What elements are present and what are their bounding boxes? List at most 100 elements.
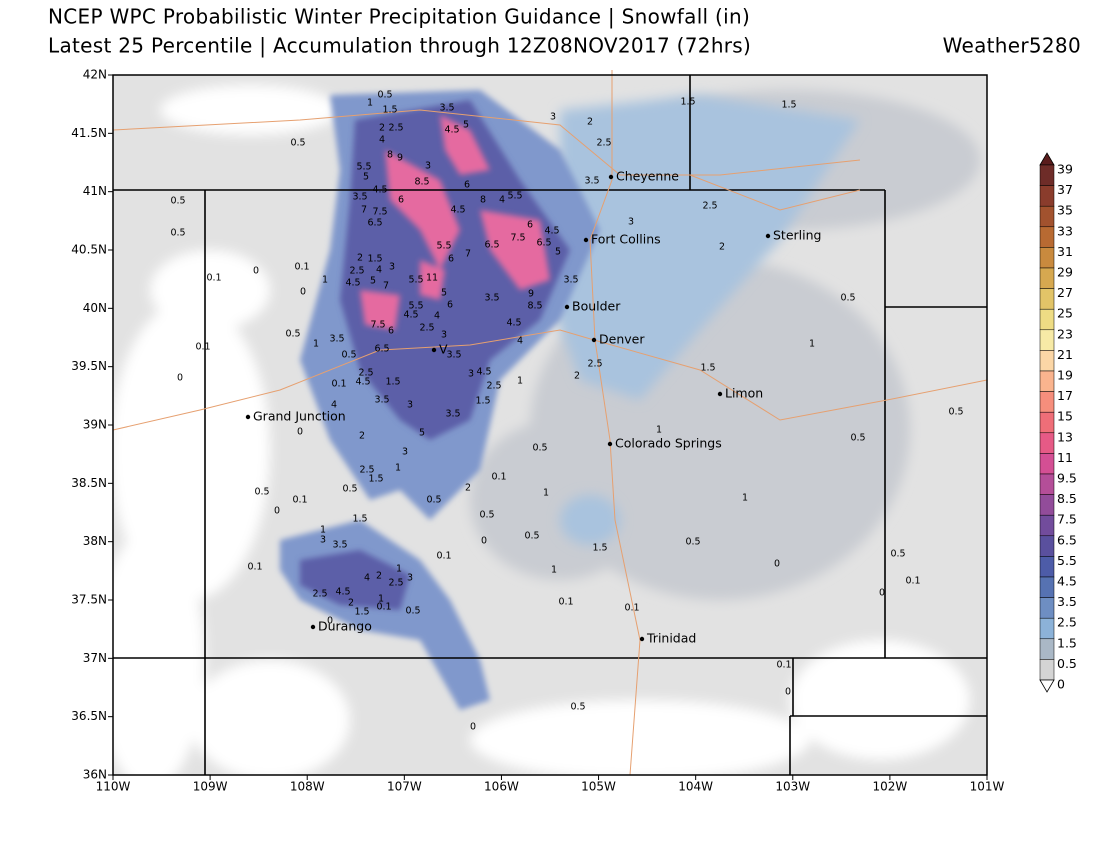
- contour-label: 0.1: [436, 551, 451, 562]
- contour-label: 4: [517, 336, 523, 347]
- contour-label: 7: [383, 281, 389, 292]
- city-dot: [591, 337, 597, 343]
- contour-label: 2.5: [388, 578, 403, 589]
- colorbar-box: [1039, 617, 1055, 640]
- colorbar-label: 0.5: [1057, 656, 1077, 671]
- axes: 110W 109W 108W 107W 106W 105W 104W 103W 102W 101W…: [71, 68, 1004, 794]
- contour-label: 0.1: [195, 342, 210, 353]
- contour-label: 7: [465, 249, 471, 260]
- colorbar: 39 37 35 33 31 29 27 25 23 21 19 17 15 13 11 9.5 8.5 7.5 6…: [1039, 152, 1077, 693]
- contour-label: 6.5: [536, 238, 551, 249]
- x-tick-label: 101W: [970, 780, 1005, 794]
- colorbar-label: 13: [1057, 429, 1073, 444]
- contour-label: 8.5: [414, 177, 429, 188]
- contour-label: 3: [407, 573, 413, 584]
- contour-label: 4.5: [372, 185, 387, 196]
- contour-label: 8.5: [527, 301, 542, 312]
- y-tick-label: 40N: [83, 301, 107, 315]
- contour-label: 2.5: [388, 123, 403, 134]
- contour-label: 1: [313, 339, 319, 350]
- contour-label: 4.5: [476, 367, 491, 378]
- contour-label: 0: [785, 687, 791, 698]
- y-tick-label: 42N: [83, 68, 107, 82]
- contour-label: 1.5: [367, 254, 382, 265]
- colorbar-box: [1039, 535, 1055, 557]
- contour-label: 2.5: [587, 359, 602, 370]
- contour-label: 5: [363, 172, 369, 183]
- contour-label: 3: [425, 161, 431, 172]
- contour-label: 0.1: [558, 597, 573, 608]
- y-tick-label: 37.5N: [71, 593, 107, 607]
- colorbar-label: 35: [1057, 203, 1073, 218]
- colorbar-box: [1039, 514, 1055, 537]
- city-label: Cheyenne: [616, 169, 679, 184]
- contour-label: 5.5: [408, 301, 423, 312]
- y-tick-label: 39.5N: [71, 359, 107, 373]
- city-dot: [639, 636, 645, 642]
- contour-label: 0.1: [331, 379, 346, 390]
- contour-label: 0: [274, 506, 280, 517]
- x-tick-label: 110W: [96, 780, 131, 794]
- contour-label: 1: [378, 594, 384, 605]
- contour-label: 0.5: [570, 702, 585, 713]
- contour-label: 4: [379, 135, 385, 146]
- contour-label: 1: [322, 275, 328, 286]
- x-tick-label: 106W: [484, 780, 519, 794]
- contour-label: 2: [719, 242, 725, 253]
- contour-label: 0: [297, 427, 303, 438]
- contour-label: 2: [348, 598, 354, 609]
- contour-label: 3: [441, 330, 447, 341]
- colorbar-label: 6.5: [1057, 532, 1077, 547]
- contour-label: 1.5: [385, 377, 400, 388]
- contour-label: 0.1: [206, 273, 221, 284]
- contour-label: 1.5: [781, 100, 796, 111]
- contour-label: 4: [434, 311, 440, 322]
- y-tick-label: 36N: [83, 768, 107, 782]
- contour-label: 4.5: [544, 226, 559, 237]
- city-label: Sterling: [773, 228, 821, 243]
- city-label: Boulder: [572, 299, 621, 314]
- contour-label: 4.5: [335, 587, 350, 598]
- colorbar-box: [1039, 638, 1055, 660]
- contour-label: 5: [370, 276, 376, 287]
- contour-label: 4.5: [345, 278, 360, 289]
- city-dot: [310, 624, 316, 630]
- y-tick-label: 38.5N: [71, 476, 107, 490]
- state-borders: [113, 75, 987, 775]
- contour-label: 1: [395, 463, 401, 474]
- contour-label: 6.5: [484, 240, 499, 251]
- y-tick-label: 38N: [83, 534, 107, 548]
- contour-label: 0.5: [377, 90, 392, 101]
- colorbar-label: 9.5: [1057, 471, 1077, 486]
- contour-label: 0.5: [341, 350, 356, 361]
- contour-label: 0.1: [776, 660, 791, 671]
- y-tick-label: 36.5N: [71, 709, 107, 723]
- colorbar-label: 23: [1057, 326, 1073, 341]
- contour-label: 1.5: [382, 105, 397, 116]
- city-dot: [564, 304, 570, 310]
- colorbar-box: [1039, 185, 1055, 207]
- contour-label: 1.5: [352, 514, 367, 525]
- contour-label: 0.1: [247, 562, 262, 573]
- contour-label: 0: [327, 616, 333, 627]
- x-tick-label: 102W: [872, 780, 907, 794]
- contour-label: 6: [464, 180, 470, 191]
- colorbar-box: [1039, 329, 1055, 351]
- contour-label: 2.5: [359, 465, 374, 476]
- colorbar-box: [1039, 267, 1055, 289]
- colorbar-label: 4.5: [1057, 574, 1077, 589]
- x-tick-label: 107W: [387, 780, 422, 794]
- contour-label: 0.5: [850, 433, 865, 444]
- y-tick-label: 41N: [83, 184, 107, 198]
- contour-label: 3: [550, 112, 556, 123]
- contour-label: 2.5: [419, 323, 434, 334]
- city-dot: [607, 441, 613, 447]
- contour-label: 2: [465, 483, 471, 494]
- y-tick-label: 41.5N: [71, 126, 107, 140]
- contour-label: 3.5: [563, 275, 578, 286]
- x-tick-label: 103W: [775, 780, 810, 794]
- contour-label: 0.5: [285, 329, 300, 340]
- colorbar-label: 0: [1057, 677, 1065, 692]
- contour-label: 2: [587, 117, 593, 128]
- y-tick-label: 39N: [83, 418, 107, 432]
